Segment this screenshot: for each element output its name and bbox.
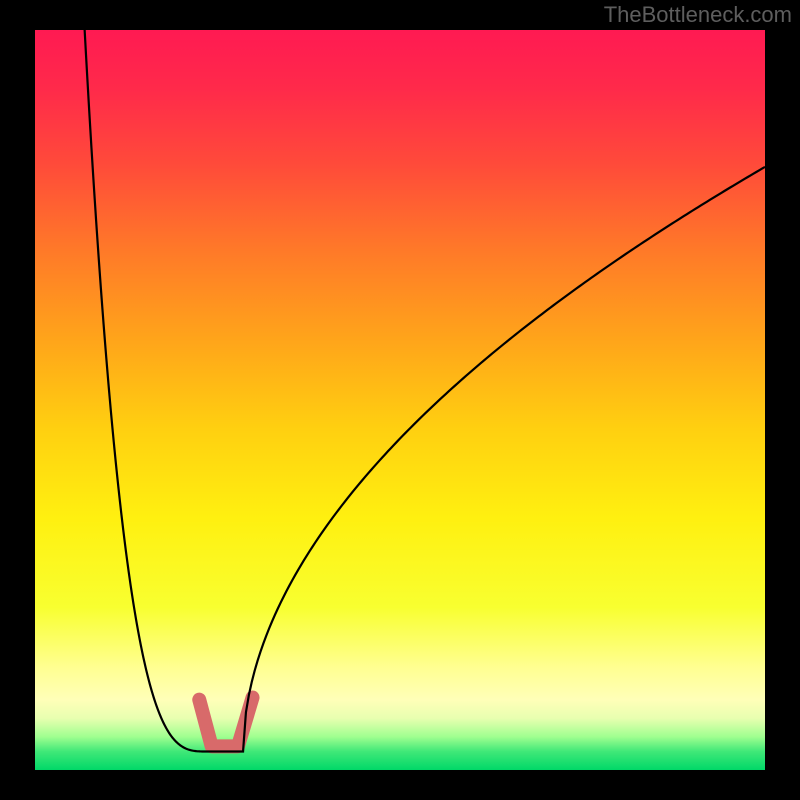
watermark-text: TheBottleneck.com [604,2,792,28]
bottleneck-curve-plot [35,30,765,770]
chart-frame: TheBottleneck.com [0,0,800,800]
